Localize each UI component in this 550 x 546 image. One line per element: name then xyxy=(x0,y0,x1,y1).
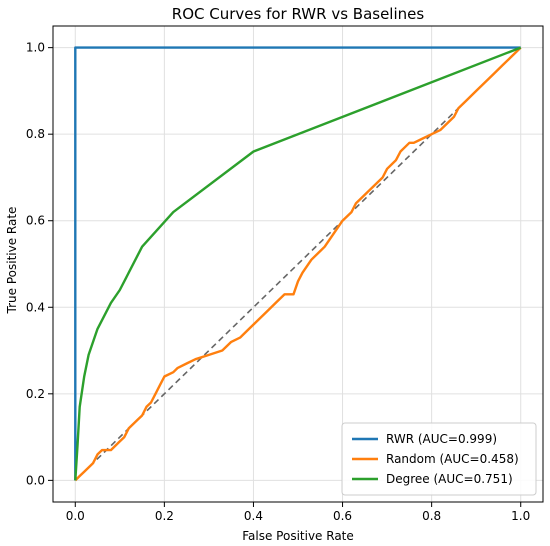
x-tick-label: 0.6 xyxy=(333,509,352,523)
y-tick-label: 0.2 xyxy=(26,387,45,401)
y-tick-label: 0.4 xyxy=(26,300,45,314)
x-axis-label: False Positive Rate xyxy=(242,529,354,543)
x-ticks: 0.0 0.2 0.4 0.6 0.8 1.0 xyxy=(66,502,530,523)
x-tick-label: 1.0 xyxy=(511,509,530,523)
y-tick-label: 0.0 xyxy=(26,473,45,487)
y-ticks: 0.0 0.2 0.4 0.6 0.8 1.0 xyxy=(26,41,53,487)
series-line-0 xyxy=(74,46,521,481)
y-tick-label: 0.6 xyxy=(26,214,45,228)
y-tick-label: 1.0 xyxy=(26,41,45,55)
plot-frame xyxy=(52,25,544,503)
legend-label: Random (AUC=0.458) xyxy=(386,452,519,466)
x-tick-label: 0.2 xyxy=(155,509,174,523)
legend-box xyxy=(341,422,537,496)
series-line-1 xyxy=(74,46,522,482)
x-tick-label: 0.0 xyxy=(66,509,85,523)
series-group xyxy=(74,46,522,482)
legend: RWR (AUC=0.999) Random (AUC=0.458) Degree … xyxy=(341,422,537,496)
legend-label: RWR (AUC=0.999) xyxy=(386,432,497,446)
x-tick-label: 0.4 xyxy=(244,509,263,523)
series-line-2 xyxy=(74,46,522,481)
reference-line-group xyxy=(74,47,522,481)
legend-label: Degree (AUC=0.751) xyxy=(386,472,513,486)
chart-title: ROC Curves for RWR vs Baselines xyxy=(172,5,425,23)
y-tick-label: 0.8 xyxy=(26,127,45,141)
y-axis-label: True Positive Rate xyxy=(5,207,19,315)
random-guess-reference-line xyxy=(74,47,522,481)
x-tick-label: 0.8 xyxy=(422,509,441,523)
